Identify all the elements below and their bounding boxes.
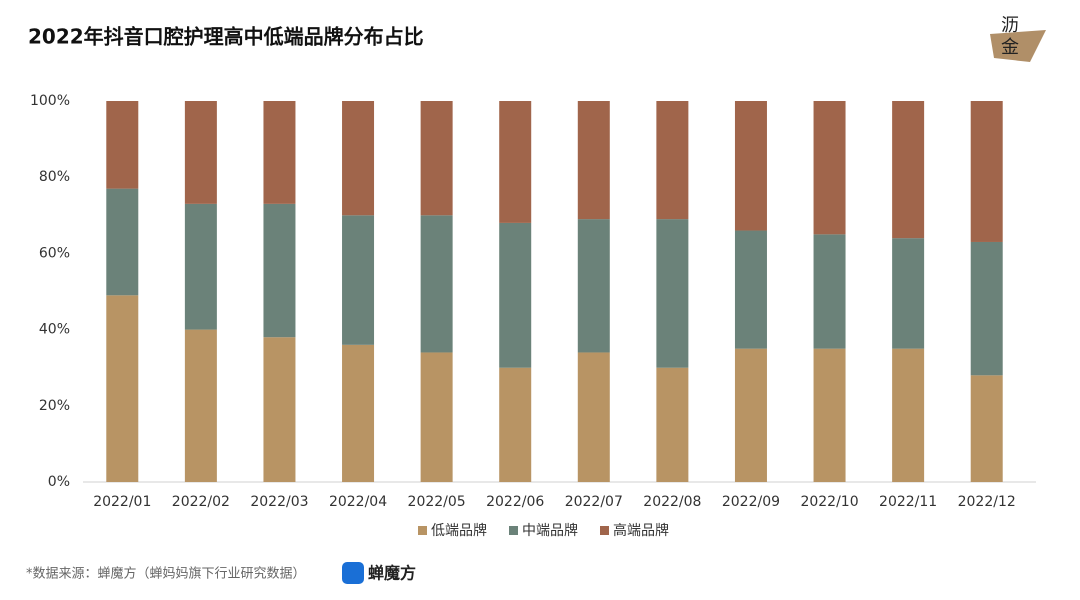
bar-segment [813,348,846,482]
bar-segment [656,101,689,220]
bar-segment [970,101,1003,242]
bar-segment [813,101,846,235]
bar-segment [184,203,217,330]
x-tick-label: 2022/02 [172,494,230,510]
bar-segment [106,101,139,189]
logo-text: 沥 [1001,15,1019,36]
x-tick-label: 2022/05 [408,494,466,510]
x-tick-label: 2022/04 [329,494,387,510]
x-tick-label: 2022/03 [250,494,308,510]
bar-segment [734,101,767,231]
bar-segment [106,295,139,482]
bar-segment [577,101,610,220]
x-tick-label: 2022/08 [643,494,701,510]
y-tick-label: 80% [39,169,70,185]
bar-segment [499,367,532,482]
bar-segment [970,241,1003,376]
source-logo-text: 蝉魔方 [368,564,416,583]
legend-label: 低端品牌 [431,522,487,539]
legend-swatch [600,526,609,535]
bar-segment [892,348,925,482]
bar-segment [342,101,375,216]
y-tick-label: 100% [30,93,70,109]
x-tick-label: 2022/10 [800,494,858,510]
bar-segment [184,101,217,204]
bar-segment [342,344,375,482]
bar-segment [734,230,767,349]
bar-segment [813,234,846,349]
bar-segment [499,222,532,368]
x-tick-label: 2022/07 [565,494,623,510]
bar-segment [970,375,1003,482]
bar-segment [263,337,296,482]
source-note: *数据来源：蝉魔方（蝉妈妈旗下行业研究数据） [26,566,306,582]
bar-segment [263,203,296,338]
legend-label: 中端品牌 [522,522,578,539]
legend-swatch [509,526,518,535]
bar-segment [499,101,532,223]
bar-segment [892,238,925,349]
bar-segment [184,329,217,482]
y-tick-label: 20% [39,398,70,414]
bar-segment [106,188,139,296]
legend-label: 高端品牌 [613,522,669,539]
x-tick-label: 2022/06 [486,494,544,510]
bar-segment [420,352,453,482]
x-tick-label: 2022/12 [958,494,1016,510]
y-tick-label: 60% [39,245,70,261]
bar-segment [734,348,767,482]
x-tick-label: 2022/09 [722,494,780,510]
legend-swatch [418,526,427,535]
bar-segment [656,367,689,482]
logo: 沥 金 [990,15,1046,62]
bar-segment [577,352,610,482]
bar-segment [263,101,296,204]
source-logo-icon [342,562,364,584]
logo-shape [990,30,1046,62]
bar-segment [656,219,689,368]
bar-segment [420,215,453,353]
chart-title: 2022年抖音口腔护理高中低端品牌分布占比 [28,25,424,49]
logo-text: 金 [1001,37,1019,58]
bar-segment [577,219,610,353]
bar-segment [892,101,925,239]
x-tick-label: 2022/01 [93,494,151,510]
x-tick-label: 2022/11 [879,494,937,510]
bar-segment [420,101,453,216]
y-tick-label: 0% [48,474,70,490]
y-tick-label: 40% [39,322,70,338]
source-logo: 蝉魔方 [342,562,416,584]
bar-segment [342,215,375,345]
